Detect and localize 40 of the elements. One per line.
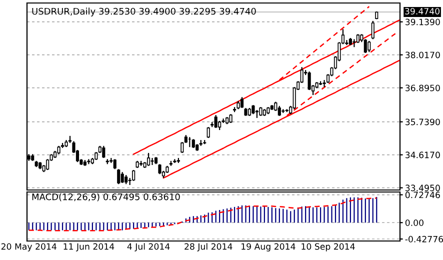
candlestick	[214, 114, 218, 129]
ref-line-label: 39.4740	[405, 8, 440, 14]
x-tick-label: 20 May 2014	[1, 243, 56, 252]
y-tick-label: 35.7390	[406, 118, 440, 126]
candlestick	[308, 70, 311, 91]
y-tick-label: 0.72746	[405, 192, 440, 198]
candlestick	[278, 105, 281, 116]
y-tick-label: -0.42776	[405, 236, 443, 242]
candlestick	[364, 38, 367, 54]
candlestick	[124, 174, 128, 185]
candlestick	[113, 158, 116, 170]
y-tick-label: 33.4950	[406, 184, 440, 192]
y-tick-label: 36.8950	[406, 84, 440, 92]
candlestick	[274, 101, 278, 112]
x-tick-label: 19 Aug 2014	[242, 243, 296, 252]
candlestick	[180, 142, 184, 154]
candlestick	[206, 126, 210, 139]
candlestick	[46, 158, 50, 171]
candlestick	[132, 169, 136, 182]
candlestick	[117, 168, 120, 185]
x-tick-label: 28 Jul 2014	[184, 243, 232, 252]
y-tick-label: 39.1390	[406, 18, 440, 26]
y-tick-label: 34.6170	[406, 152, 440, 158]
candlestick	[158, 164, 162, 175]
x-tick-label: 4 Jul 2014	[127, 243, 170, 252]
y-tick-label: 38.0170	[406, 52, 440, 58]
candlestick	[150, 157, 154, 166]
candlestick	[146, 152, 150, 166]
candlestick	[102, 145, 106, 159]
y-tick-label: 0.00	[405, 220, 424, 226]
text: USDRUR,Daily 39.2530 39.4900 39.2295 39.4740	[32, 8, 256, 16]
x-tick-label: 11 Jun 2014	[64, 243, 114, 252]
chart-title: MACD(12,26,9) 0.67495 0.63610	[32, 193, 180, 202]
x-tick-label: 10 Sep 2014	[302, 243, 355, 252]
candlestick	[120, 172, 124, 184]
candlestick	[240, 96, 244, 109]
candlestick	[218, 120, 222, 131]
candlestick	[252, 104, 255, 115]
candlestick	[371, 20, 374, 40]
candlestick	[368, 40, 371, 53]
